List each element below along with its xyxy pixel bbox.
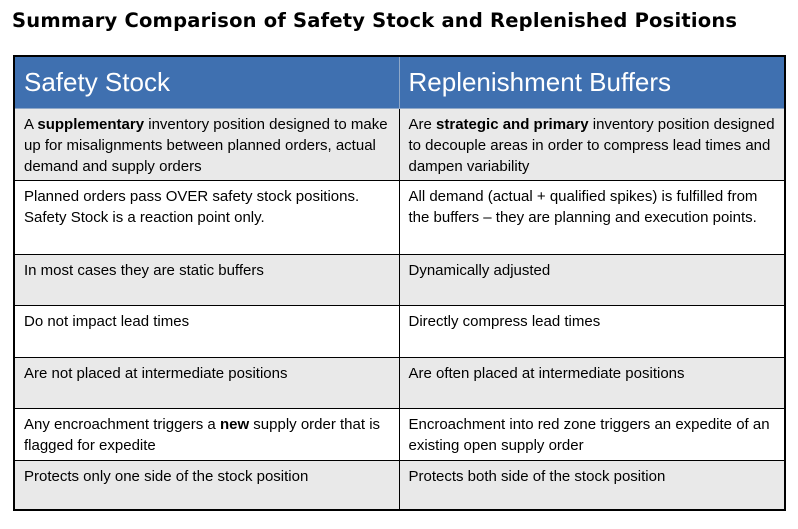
cell-text-bold: new [219, 415, 250, 433]
cell-text: Protects both side of the stock position [408, 467, 666, 485]
cell-text: Planned orders pass OVER safety stock po… [24, 187, 360, 226]
cell-replenishment-buffers: Directly compress lead times [398, 304, 786, 358]
table-row: In most cases they are static buffers Dy… [13, 253, 786, 306]
header-row: Safety Stock Replenishment Buffers [13, 55, 786, 109]
cell-text: supply order that is flagged for expedit… [24, 415, 381, 454]
comparison-table: Safety Stock Replenishment Buffers A sup… [13, 55, 786, 511]
cell-text: Directly compress lead times [408, 312, 601, 330]
cell-safety-stock: Protects only one side of the stock posi… [13, 459, 400, 511]
cell-safety-stock: In most cases they are static buffers [13, 253, 400, 306]
cell-text-bold: supplementary [37, 115, 145, 133]
cell-replenishment-buffers: All demand (actual + qualified spikes) i… [398, 179, 786, 255]
cell-text: Are not placed at intermediate positions [24, 364, 288, 382]
cell-text: In most cases they are static buffers [24, 261, 264, 279]
cell-safety-stock: A supplementary inventory position desig… [13, 107, 400, 181]
cell-safety-stock: Any encroachment triggers a new supply o… [13, 407, 400, 461]
cell-text: Are often placed at intermediate positio… [408, 364, 685, 382]
header-safety-stock: Safety Stock [13, 55, 400, 109]
cell-text: Are [408, 115, 437, 133]
table-row: Protects only one side of the stock posi… [13, 459, 786, 511]
table-row: Planned orders pass OVER safety stock po… [13, 179, 786, 255]
table-row: Do not impact lead times Directly compre… [13, 304, 786, 358]
table-row: Are not placed at intermediate positions… [13, 356, 786, 409]
cell-safety-stock: Do not impact lead times [13, 304, 400, 358]
cell-safety-stock: Planned orders pass OVER safety stock po… [13, 179, 400, 255]
cell-text: All demand (actual + qualified spikes) i… [408, 187, 758, 226]
cell-text: A [24, 115, 38, 133]
cell-text: Any encroachment triggers a [24, 415, 220, 433]
cell-replenishment-buffers: Are strategic and primary inventory posi… [398, 107, 786, 181]
cell-text: Do not impact lead times [24, 312, 190, 330]
cell-text: inventory position designed to decouple … [408, 115, 775, 175]
header-replenishment-buffers: Replenishment Buffers [398, 55, 786, 109]
cell-text-bold: strategic and primary [436, 115, 589, 133]
cell-replenishment-buffers: Dynamically adjusted [398, 253, 786, 306]
cell-text: Encroachment into red zone triggers an e… [408, 415, 770, 454]
table-row: A supplementary inventory position desig… [13, 107, 786, 181]
cell-safety-stock: Are not placed at intermediate positions [13, 356, 400, 409]
cell-replenishment-buffers: Protects both side of the stock position [398, 459, 786, 511]
cell-text: Dynamically adjusted [408, 261, 551, 279]
cell-text: Protects only one side of the stock posi… [24, 467, 309, 485]
cell-replenishment-buffers: Encroachment into red zone triggers an e… [398, 407, 786, 461]
cell-replenishment-buffers: Are often placed at intermediate positio… [398, 356, 786, 409]
page-title: Summary Comparison of Safety Stock and R… [12, 9, 738, 32]
cell-text: inventory position designed to make up f… [24, 115, 388, 175]
table-row: Any encroachment triggers a new supply o… [13, 407, 786, 461]
